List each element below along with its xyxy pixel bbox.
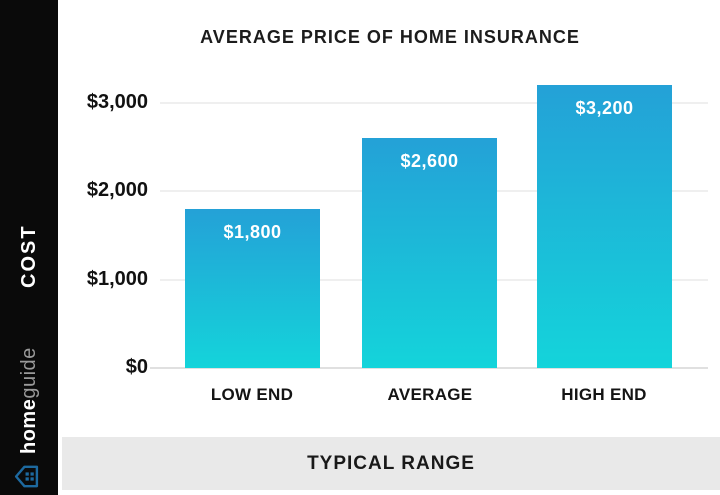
bar-value-label: $2,600 — [400, 151, 459, 172]
bar-average: $2,600 — [362, 138, 497, 368]
bar-low-end: $1,800 — [185, 209, 320, 368]
y-tick-label: $2,000 — [86, 179, 148, 202]
y-tick-label: $0 — [125, 356, 148, 379]
brand-light-text: guide — [18, 347, 40, 399]
bar-value-label: $1,800 — [223, 222, 282, 242]
category-label-average: AVERAGE — [387, 385, 473, 404]
bar-high-end: $3,200 — [537, 85, 672, 368]
typical-range-label: TYPICAL RANGE — [307, 452, 475, 474]
y-tick-label: $3,000 — [86, 91, 148, 114]
gridline-3000 — [160, 102, 708, 104]
x-axis-baseline — [150, 367, 708, 369]
brand-bold-text: home — [18, 398, 40, 454]
sidebar: COST homeguide — [0, 0, 58, 495]
bar-value-label: $3,200 — [575, 98, 634, 119]
house-icon — [12, 462, 41, 491]
chart-title: AVERAGE PRICE OF HOME INSURANCE — [200, 27, 580, 47]
category-label-low-end: LOW END — [210, 385, 294, 404]
cost-axis-label: COST — [18, 224, 40, 288]
footer-bar: TYPICAL RANGE — [62, 437, 720, 490]
homeguide-logo: homeguide — [16, 347, 42, 454]
category-label-high-end: HIGH END — [561, 385, 647, 404]
y-tick-label: $1,000 — [86, 267, 148, 290]
